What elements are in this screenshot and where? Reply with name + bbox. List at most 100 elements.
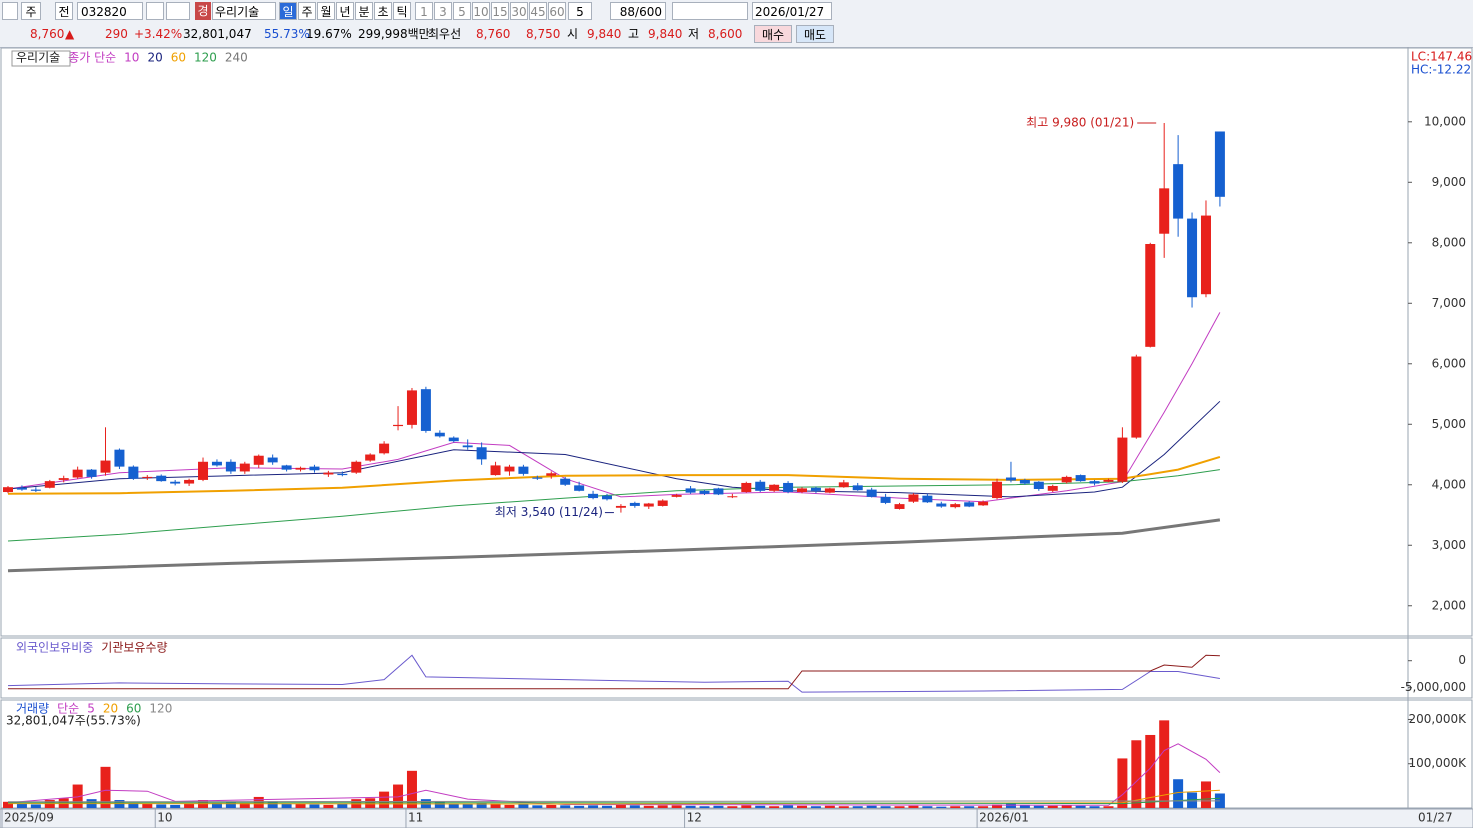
code-input[interactable]: 032820: [77, 2, 143, 20]
candle-body: [546, 473, 557, 476]
line-series: [7, 789, 1220, 805]
count[interactable]: 5: [568, 2, 592, 20]
toolbar-button[interactable]: 일: [279, 2, 297, 20]
toolbar-button[interactable]: 15: [491, 2, 509, 20]
volume-bar: [588, 805, 599, 808]
toolbar-button[interactable]: 년: [336, 2, 354, 20]
y-tick-label: 2,000: [1432, 598, 1466, 612]
candle-body: [1145, 244, 1156, 347]
toolbar-button[interactable]: 월: [317, 2, 335, 20]
volume-bar: [239, 802, 250, 808]
period[interactable]: 주: [21, 2, 41, 20]
candle-body: [810, 487, 821, 491]
annotation: 최고 9,980 (01/21): [1026, 116, 1134, 130]
candle-body: [1033, 481, 1044, 489]
open: 9,840: [587, 27, 622, 41]
candle-body: [615, 505, 626, 508]
legend-entry: 120: [194, 51, 217, 65]
candle-body: [1047, 485, 1058, 491]
volume-bar: [337, 804, 348, 808]
line-series: [7, 800, 1220, 803]
icon[interactable]: [2, 2, 18, 20]
volume-bar: [448, 803, 459, 808]
toolbar-button[interactable]: 3: [434, 2, 452, 20]
toolbar-button[interactable]: 초: [374, 2, 392, 20]
corner-label: LC:147.46: [1411, 50, 1472, 64]
candle-body: [225, 461, 236, 472]
range[interactable]: 88/600: [610, 2, 666, 20]
volume-bar: [727, 806, 738, 808]
volume-annotation: 32,801,047주(55.73%): [6, 714, 141, 728]
legend-box: [11, 50, 71, 67]
volume-bar: [267, 801, 278, 808]
candle-body: [128, 466, 139, 479]
volume-bar: [1103, 806, 1114, 808]
candle-body: [86, 469, 97, 477]
candle-body: [560, 478, 571, 485]
candle-body: [1061, 476, 1072, 483]
volume-bar: [852, 806, 863, 808]
toolbar-button[interactable]: 주: [298, 2, 316, 20]
candle-body: [142, 476, 153, 478]
volume-bar: [225, 801, 236, 808]
candle-body: [588, 493, 599, 499]
volume-bar: [560, 805, 571, 808]
volume-bar: [1200, 781, 1211, 808]
volume-bar: [908, 805, 919, 808]
search[interactable]: [146, 2, 164, 20]
buy-button[interactable]: 매수: [754, 25, 792, 43]
candle-body: [170, 481, 181, 484]
candle-body: [44, 481, 55, 488]
toolbar-button[interactable]: 10: [472, 2, 490, 20]
volume-bar: [532, 805, 543, 808]
annotation: 최저 3,540 (11/24): [495, 505, 603, 519]
y-tick-label: 200,000K: [1409, 712, 1468, 726]
badge: 경: [195, 2, 211, 20]
toolbar-button[interactable]: 1: [415, 2, 433, 20]
y-tick-label: 6,000: [1432, 356, 1466, 370]
volume-bar: [156, 804, 167, 808]
toolbar-button[interactable]: 틱: [393, 2, 411, 20]
candle-body: [922, 495, 933, 503]
toolbar-button[interactable]: 분: [355, 2, 373, 20]
volume-bar: [741, 805, 752, 808]
toolbar-button[interactable]: 30: [510, 2, 528, 20]
y-tick-label: 3,000: [1432, 538, 1466, 552]
volume-bar: [1117, 758, 1128, 808]
toolbar-button[interactable]: 5: [453, 2, 471, 20]
price: 8,760: [30, 27, 65, 41]
volume-bar: [72, 784, 83, 808]
candle-body: [964, 502, 975, 507]
date[interactable]: 2026/01/27: [752, 2, 832, 20]
sound[interactable]: [166, 2, 190, 20]
x-tick-label: 12: [687, 811, 702, 825]
volume-bar: [3, 801, 13, 808]
sell-button[interactable]: 매도: [796, 25, 834, 43]
volume-bar: [657, 805, 668, 808]
tools[interactable]: [672, 2, 748, 20]
legend-entry: 60: [171, 51, 186, 65]
candle-body: [1200, 215, 1211, 295]
volume-bar: [685, 805, 696, 808]
toolbar-button[interactable]: 60: [548, 2, 566, 20]
volume-bar: [1047, 805, 1058, 808]
prev[interactable]: 전: [55, 2, 73, 20]
candle-body: [406, 390, 417, 425]
candle-body: [448, 437, 459, 442]
rate: +3.42%: [134, 27, 183, 41]
volume-bar: [1075, 805, 1086, 808]
x-tick-label: 10: [157, 811, 172, 825]
candle-body: [100, 460, 111, 473]
arrow: ▲: [65, 27, 75, 41]
legend-entry: 기관보유수량: [101, 641, 167, 655]
y-tick-label: 7,000: [1432, 296, 1466, 310]
candle-body: [337, 473, 348, 476]
volume-bar: [992, 804, 1003, 808]
toolbar-button[interactable]: 45: [529, 2, 547, 20]
stock-name[interactable]: 우리기술: [212, 2, 276, 20]
candle-body: [3, 487, 13, 493]
volume-bar: [978, 806, 989, 808]
candle-body: [1117, 437, 1128, 482]
candle-body: [950, 504, 961, 508]
